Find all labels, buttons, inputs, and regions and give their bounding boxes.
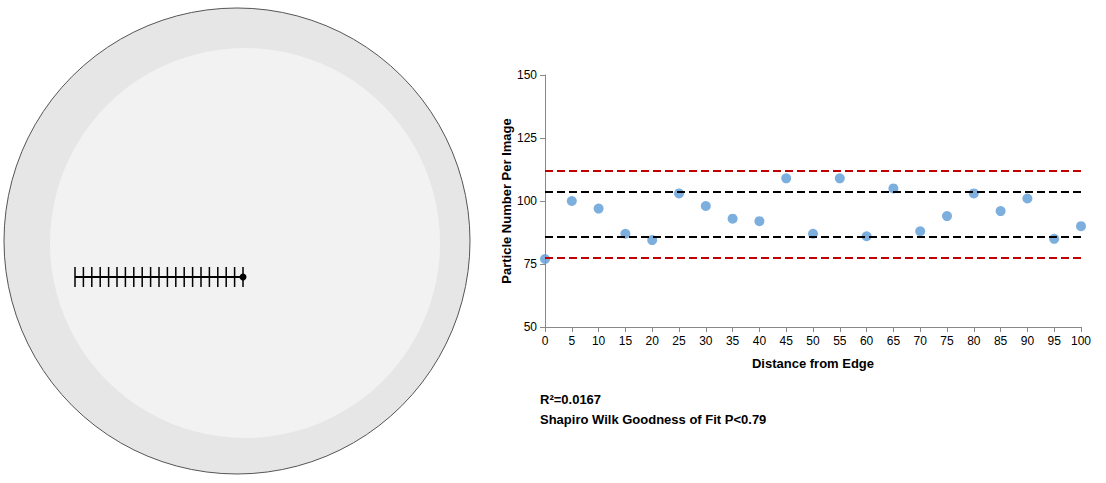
svg-text:95: 95 xyxy=(1048,334,1062,348)
svg-text:25: 25 xyxy=(672,334,686,348)
svg-text:65: 65 xyxy=(887,334,901,348)
svg-text:125: 125 xyxy=(517,131,537,145)
svg-text:60: 60 xyxy=(860,334,874,348)
svg-text:20: 20 xyxy=(646,334,660,348)
svg-text:80: 80 xyxy=(967,334,981,348)
svg-text:50: 50 xyxy=(806,334,820,348)
svg-text:35: 35 xyxy=(726,334,740,348)
svg-text:R²=0.0167: R²=0.0167 xyxy=(540,392,601,407)
svg-text:30: 30 xyxy=(699,334,713,348)
svg-text:40: 40 xyxy=(753,334,767,348)
svg-text:85: 85 xyxy=(994,334,1008,348)
svg-text:150: 150 xyxy=(517,68,537,82)
svg-text:Particle Number Per Image: Particle Number Per Image xyxy=(499,118,514,283)
svg-text:75: 75 xyxy=(524,257,538,271)
svg-text:0: 0 xyxy=(542,334,549,348)
svg-text:45: 45 xyxy=(780,334,794,348)
svg-text:Distance from Edge: Distance from Edge xyxy=(752,356,874,371)
svg-text:70: 70 xyxy=(914,334,928,348)
svg-text:50: 50 xyxy=(524,320,538,334)
svg-text:15: 15 xyxy=(619,334,633,348)
svg-text:Shapiro Wilk Goodness of Fit P: Shapiro Wilk Goodness of Fit P<0.79 xyxy=(540,412,766,427)
svg-text:90: 90 xyxy=(1021,334,1035,348)
svg-text:100: 100 xyxy=(517,194,537,208)
svg-text:100: 100 xyxy=(1071,334,1091,348)
svg-text:75: 75 xyxy=(940,334,954,348)
svg-text:55: 55 xyxy=(833,334,847,348)
svg-text:5: 5 xyxy=(568,334,575,348)
svg-text:10: 10 xyxy=(592,334,606,348)
